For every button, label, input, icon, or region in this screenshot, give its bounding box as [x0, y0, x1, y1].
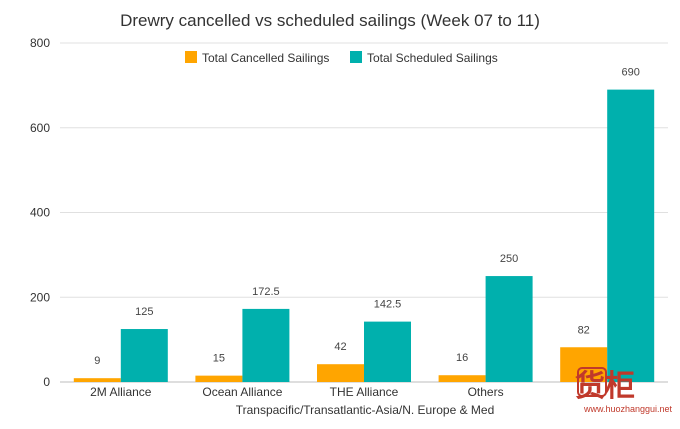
legend-swatch-scheduled	[350, 51, 362, 63]
bar-scheduled	[485, 276, 533, 382]
chart-title: Drewry cancelled vs scheduled sailings (…	[120, 11, 540, 30]
category-label: 2M Alliance	[90, 385, 152, 399]
data-label: 142.5	[374, 299, 402, 311]
bar-cancelled	[195, 375, 243, 382]
y-tick-label: 400	[30, 206, 50, 220]
category-labels: 2M Alliance Ocean Alliance THE Alliance Oth…	[90, 385, 503, 399]
data-label: 15	[213, 353, 225, 365]
bar-scheduled	[364, 321, 411, 382]
watermark-logo: 货柜 www.huozhanggui.net	[575, 367, 673, 414]
bar-cancelled	[317, 364, 364, 382]
legend-label-scheduled: Total Scheduled Sailings	[367, 51, 498, 65]
category-label: THE Alliance	[330, 385, 399, 399]
x-axis-title: Transpacific/Transatlantic-Asia/N. Europ…	[236, 403, 495, 417]
category-label: Ocean Alliance	[202, 385, 282, 399]
bar-cancelled	[73, 378, 121, 382]
y-axis-ticks: 0 200 400 600 800	[30, 36, 50, 389]
data-label: 250	[500, 253, 518, 265]
bar-scheduled	[242, 308, 290, 382]
data-labels: 9 125 15 172.5 42 142.5 16 250 82 690	[94, 67, 640, 368]
data-label: 690	[622, 67, 640, 79]
y-tick-label: 0	[43, 375, 50, 389]
y-tick-label: 800	[30, 36, 50, 50]
data-label: 172.5	[252, 286, 280, 298]
data-label: 42	[334, 341, 346, 353]
category-label: Others	[468, 385, 504, 399]
data-label: 82	[578, 324, 590, 336]
logo-box-icon	[577, 367, 607, 397]
bar-scheduled	[120, 329, 168, 382]
data-label: 125	[135, 306, 153, 318]
bars	[73, 89, 655, 383]
y-tick-label: 600	[30, 121, 50, 135]
data-label: 9	[94, 355, 100, 367]
legend: Total Cancelled Sailings Total Scheduled…	[185, 51, 498, 65]
legend-label-cancelled: Total Cancelled Sailings	[202, 51, 329, 65]
watermark-logo-text: 货柜	[575, 369, 635, 403]
data-label: 16	[456, 352, 468, 364]
y-tick-label: 200	[30, 290, 50, 304]
bar-cancelled	[438, 375, 486, 382]
legend-swatch-cancelled	[185, 51, 197, 63]
watermark-site-text: www.huozhanggui.net	[583, 404, 673, 414]
bar-cancelled	[560, 347, 608, 382]
bar-scheduled	[607, 89, 655, 383]
